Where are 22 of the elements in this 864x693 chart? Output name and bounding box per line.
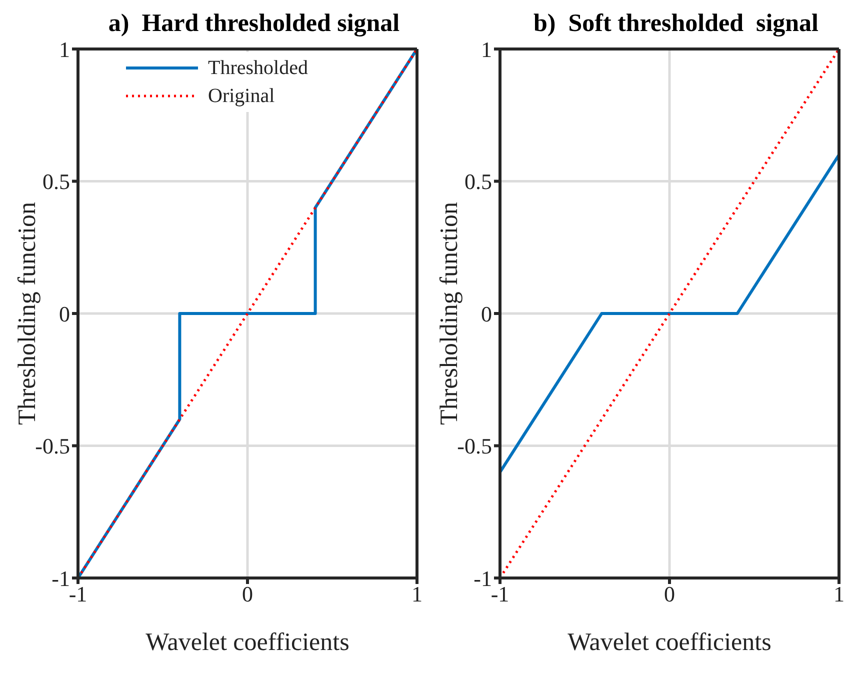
- chart-title: b) Soft thresholded signal: [533, 10, 818, 37]
- x-tick-label: 1: [412, 582, 422, 607]
- x-tick-label: 1: [834, 582, 844, 607]
- y-tick-label: 0.5: [42, 169, 70, 194]
- y-tick-label: 0: [59, 301, 70, 326]
- y-tick-label: -1: [52, 566, 70, 591]
- y-tick-label: 1: [481, 36, 492, 62]
- chart-title: a) Hard thresholded signal: [108, 10, 400, 37]
- y-tick-label: 0.5: [464, 169, 492, 194]
- x-tick-label: 0: [664, 582, 675, 607]
- y-axis-title: Thresholding function: [14, 202, 41, 425]
- y-tick-label: -1: [474, 566, 492, 591]
- legend-label: Original: [208, 84, 275, 108]
- y-tick-label: 0: [481, 301, 492, 326]
- y-tick-label: 1: [59, 36, 70, 62]
- y-tick-label: -0.5: [457, 434, 492, 459]
- x-axis-title: Wavelet coefficients: [146, 629, 350, 656]
- y-axis-title: Thresholding function: [436, 202, 463, 425]
- legend-label: Thresholded: [208, 56, 308, 80]
- x-tick-label: 0: [242, 582, 253, 607]
- y-tick-label: -0.5: [35, 434, 70, 459]
- x-axis-title: Wavelet coefficients: [568, 629, 772, 656]
